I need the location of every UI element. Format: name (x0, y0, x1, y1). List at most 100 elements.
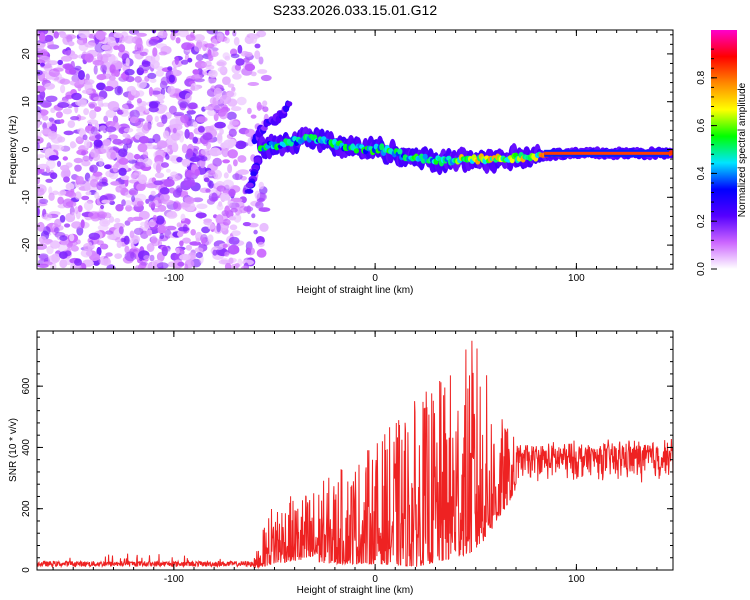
spectrogram-noise-cell (92, 59, 105, 66)
spectrogram-noise-cell (124, 68, 135, 76)
spectrogram-noise-cell (246, 247, 256, 256)
spectrogram-noise-cell (37, 177, 41, 185)
spectrogram-noise-cell (121, 104, 129, 114)
spectrogram-noise-cell (59, 78, 71, 85)
spectrogram-noise-cell (134, 118, 144, 129)
spectrogram-noise-cell (190, 229, 196, 236)
spectrogram-noise-cell (167, 85, 176, 96)
spectrogram-noise-cell (193, 155, 205, 161)
spectrogram-noise-cell (228, 257, 234, 265)
spectrogram-noise-cell (251, 213, 256, 219)
spectrogram-noise-cell (60, 55, 73, 62)
spectrogram-noise-cell (219, 94, 232, 105)
spectrogram-noise-cell (114, 218, 121, 223)
spectrogram-noise-cell (122, 132, 128, 138)
spectrogram-noise-cell (123, 235, 130, 245)
spectrogram-noise-cell (230, 197, 243, 203)
spectrogram-noise-cell (207, 78, 217, 84)
spectrogram-noise-cell (216, 61, 225, 66)
spectrogram-noise-cell (177, 231, 184, 238)
spectrogram-noise-cell (180, 114, 189, 124)
spectrogram-noise-cell (205, 188, 211, 193)
spectrogram-noise-cell (59, 189, 67, 196)
spectrogram-noise-cell (179, 134, 185, 143)
spectrogram-noise-cell (130, 252, 135, 259)
spectrogram-noise-cell (83, 108, 89, 116)
spectrogram-noise-cell (124, 200, 132, 207)
spectrogram-noise-cell (39, 90, 46, 100)
spectrogram-noise-cell (208, 69, 218, 78)
spectrogram-noise-cell (118, 44, 126, 53)
spectrogram-noise-cell (74, 164, 82, 172)
spectrogram-noise-cell (112, 163, 119, 173)
spectrogram-noise-cell (224, 262, 232, 269)
figure-title: S233.2026.033.15.01.G12 (273, 2, 437, 18)
spectrogram-noise-cell (262, 106, 269, 113)
spectrogram-noise-cell (65, 182, 75, 191)
spectrogram-noise-cell (136, 98, 142, 104)
spectrogram-noise-cell (234, 64, 241, 71)
spectrogram-noise-cell (233, 159, 238, 167)
spectrogram-noise-cell (48, 192, 55, 201)
spectrogram-noise-cell (258, 207, 271, 213)
spectrogram-noise-cell (140, 221, 147, 227)
spectrogram-noise-cell (224, 251, 230, 257)
signal-track-cell (422, 153, 428, 160)
spectrogram-noise-cell (84, 42, 96, 48)
spectrogram-noise-cell (190, 85, 196, 91)
signal-band-core (544, 151, 669, 155)
spectrogram-noise-cell (192, 121, 198, 128)
spectrogram-noise-cell (234, 263, 240, 268)
spectrogram-noise-cell (57, 59, 63, 66)
spectrogram-noise-cell (94, 106, 102, 112)
spectrogram-noise-cell (228, 236, 240, 245)
snr-y-tick-label: 0 (21, 567, 32, 573)
spectrogram-noise-cell (224, 37, 230, 44)
spectrogram-noise-cell (194, 169, 201, 177)
spectrogram-noise-cell (44, 34, 54, 42)
spectrogram-noise-cell (227, 244, 240, 255)
spectrogram-noise-cell (74, 206, 79, 215)
spectrogram-noise-cell (258, 181, 265, 190)
spectrogram-noise-cell (174, 56, 179, 65)
spectrogram-noise-cell (243, 206, 254, 212)
colorbar-tick-label: 0.0 (696, 262, 707, 276)
spectrogram-noise-cell (176, 156, 183, 163)
spectrogram-noise-cell (64, 34, 77, 40)
spectrogram-noise-cell (77, 97, 88, 107)
spectrogram-noise-cell (131, 235, 141, 244)
spectrogram-noise-cell (216, 32, 224, 42)
spectrogram-noise-cell (184, 263, 189, 269)
spectrogram-noise-cell (99, 243, 109, 250)
spectrogram-noise-cell (262, 100, 268, 107)
spectrogram-noise-cell (179, 253, 191, 261)
spectrogram-noise-cell (187, 102, 198, 110)
spectrogram-noise-cell (230, 106, 242, 112)
spectrogram-noise-cell (254, 190, 261, 200)
snr-y-tick-label: 400 (21, 439, 32, 456)
spectrogram-noise-cell (201, 226, 211, 234)
spectrogram-noise-cell (110, 181, 121, 186)
spectrogram-noise-cell (257, 241, 265, 248)
spectrogram-noise-cell (233, 213, 242, 223)
spectrogram-noise-cell (176, 187, 183, 194)
spectrogram-noise-cell (120, 175, 130, 181)
spectrogram-noise-cell (155, 215, 165, 225)
spectrogram-noise-cell (138, 136, 150, 144)
spectrogram-noise-cell (178, 30, 189, 38)
spectrogram-noise-cell (207, 109, 217, 117)
spectrogram-noise-cell (83, 201, 94, 211)
spectrogram-noise-cell (116, 240, 123, 249)
spectrogram-noise-cell (146, 243, 155, 252)
spectrogram-noise-cell (38, 253, 49, 260)
spectrogram-noise-cell (222, 159, 231, 164)
spectrogram-noise-cell (102, 139, 111, 147)
spectrogram-noise-cell (203, 218, 213, 223)
snr-xlabel: Height of straight line (km) (297, 585, 414, 596)
spectrogram-noise-cell (208, 180, 214, 189)
spectrogram-noise-cell (177, 226, 190, 232)
spectrogram-noise-cell (93, 96, 105, 102)
spectrogram-noise-cell (162, 106, 168, 111)
spectrogram-noise-cell (67, 191, 77, 199)
